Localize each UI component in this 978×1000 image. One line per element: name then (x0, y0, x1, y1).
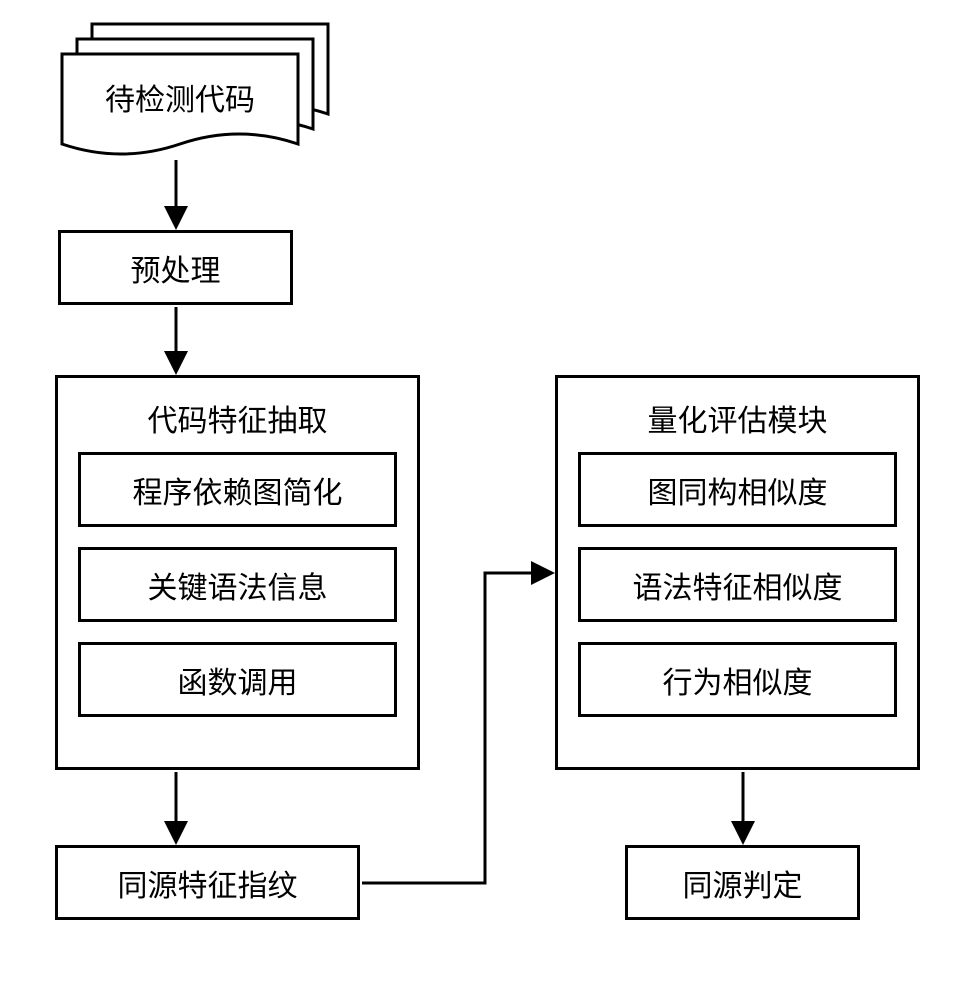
preprocess-label: 预处理 (131, 246, 221, 290)
fingerprint-label: 同源特征指纹 (118, 861, 298, 905)
evaluation-item-0: 图同构相似度 (578, 452, 897, 527)
evaluation-title: 量化评估模块 (558, 378, 917, 452)
feature-item-1: 关键语法信息 (78, 547, 397, 622)
evaluation-item-1: 语法特征相似度 (578, 547, 897, 622)
feature-extraction-title: 代码特征抽取 (58, 378, 417, 452)
evaluation-item-2: 行为相似度 (578, 642, 897, 717)
result-box: 同源判定 (625, 845, 860, 920)
fingerprint-box: 同源特征指纹 (55, 845, 360, 920)
input-document-stack: 待检测代码 (58, 20, 348, 160)
input-doc-label: 待检测代码 (105, 75, 255, 119)
preprocess-box: 预处理 (58, 230, 293, 305)
evaluation-module: 量化评估模块 图同构相似度 语法特征相似度 行为相似度 (555, 375, 920, 770)
flowchart-diagram: 待检测代码 预处理 代码特征抽取 程序依赖图简化 关键语法信息 函数调用 同源特… (0, 0, 978, 1000)
feature-extraction-module: 代码特征抽取 程序依赖图简化 关键语法信息 函数调用 (55, 375, 420, 770)
result-label: 同源判定 (683, 861, 803, 905)
feature-item-0: 程序依赖图简化 (78, 452, 397, 527)
feature-item-2: 函数调用 (78, 642, 397, 717)
